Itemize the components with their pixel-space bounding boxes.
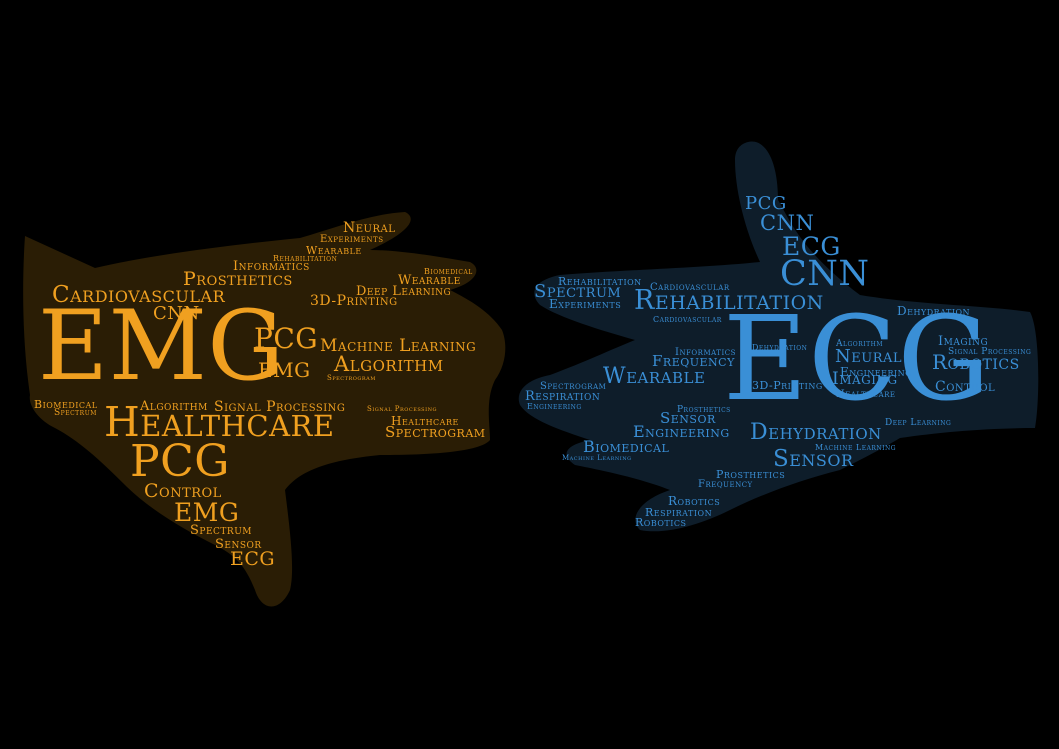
left-word-signal-processing: Signal Processing	[214, 399, 346, 415]
right-word-respiration-small: Respiration	[645, 506, 713, 519]
right-word-sensor-large: Sensor	[773, 446, 854, 472]
right-word-rehabilitation-small: Rehabilitation	[558, 275, 642, 288]
right-word-imaging-small: Imaging	[938, 334, 989, 349]
right-word-informatics: Informatics	[675, 347, 736, 358]
left-word-biomedical-left: Biomedical	[34, 398, 98, 411]
right-word-dehydration-tiny: Dehydration	[752, 343, 808, 352]
left-word-ecg: ECG	[230, 548, 276, 570]
right-word-cardiovascular: Cardiovascular	[650, 282, 730, 293]
left-word-spectrogram-small: Spectrogram	[327, 374, 376, 382]
right-word-neural: Neural	[835, 346, 903, 367]
left-word-cardiovascular: Cardiovascular	[52, 282, 226, 308]
left-word-prosthetics: Prosthetics	[183, 268, 293, 290]
left-word-emg-mid: EMG	[174, 498, 240, 527]
right-word-signal-processing: Signal Processing	[948, 347, 1032, 357]
right-word-cardiovascular-small: Cardiovascular	[653, 315, 722, 324]
right-word-cnn-small: CNN	[760, 211, 815, 235]
left-word-deep-learning: Deep Learning	[356, 284, 452, 299]
left-word-3d-printing: 3D-Printing	[310, 293, 398, 309]
left-word-control: Control	[144, 480, 222, 502]
right-word-control: Control	[935, 379, 996, 395]
right-word-frequency-large: Frequency	[652, 352, 735, 370]
left-hand-silhouette	[23, 212, 506, 607]
right-word-prosthetics-small: Prosthetics	[677, 405, 731, 415]
left-word-machine-learning: Machine Learning	[320, 336, 477, 356]
right-word-spectrogram: Spectrogram	[540, 381, 607, 392]
right-word-engineering-mid: Engineering	[840, 365, 913, 379]
left-word-signal-processing-small: Signal Processing	[367, 405, 437, 413]
left-word-spectrogram: Spectrogram	[385, 423, 486, 441]
right-word-ecg-small: ECG	[782, 232, 841, 261]
right-word-dehydration-large: Dehydration	[750, 420, 882, 445]
left-word-biomedical-right: Biomedical	[424, 267, 473, 276]
left-word-pcg-small: PCG	[254, 322, 319, 355]
right-word-deep-learning: Deep Learning	[885, 418, 952, 428]
right-word-robotics-small: Robotics	[635, 516, 687, 529]
left-word-wearable-small: Wearable	[306, 244, 362, 257]
left-word-spectrum: Spectrum	[190, 523, 252, 538]
right-word-rehabilitation: Rehabilitation	[634, 285, 824, 316]
left-word-pcg-large: PCG	[130, 436, 230, 487]
right-word-cnn-large: CNN	[780, 254, 870, 294]
left-word-emg-main: EMG	[38, 290, 285, 402]
right-word-robotics-mid: Robotics	[668, 494, 721, 508]
right-word-robotics: Robotics	[932, 350, 1020, 374]
right-word-3d-printing: 3D-Printing	[752, 379, 823, 392]
right-word-prosthetics: Prosthetics	[716, 468, 786, 481]
right-word-wearable: Wearable	[603, 364, 706, 389]
right-word-dehydration-small: Dehydration	[897, 304, 971, 318]
right-word-algorithm: Algorithm	[836, 339, 883, 349]
right-word-ecg-main: ECG	[723, 292, 991, 427]
right-word-healthcare: Healthcare	[836, 389, 896, 400]
right-word-sensor-small: Sensor	[660, 409, 716, 427]
left-word-informatics: Informatics	[233, 259, 310, 274]
left-word-experiments: Experiments	[320, 234, 384, 245]
left-word-algorithm-small: Algorithm	[140, 399, 208, 414]
right-word-spectrum: Spectrum	[534, 281, 622, 302]
right-word-imaging-large: Imaging	[832, 369, 898, 389]
right-word-respiration-large: Respiration	[525, 389, 601, 404]
right-word-experiments: Experiments	[549, 297, 622, 311]
right-word-engineering-large: Engineering	[633, 422, 730, 441]
left-word-cnn: CNN	[153, 303, 200, 324]
right-word-frequency-small: Frequency	[698, 479, 753, 490]
left-word-sensor: Sensor	[215, 537, 262, 552]
right-word-engineering-small: Engineering	[527, 402, 582, 411]
right-word-biomedical: Biomedical	[583, 437, 670, 456]
right-word-machine-learning-left: Machine Learning	[562, 454, 632, 462]
left-word-wearable: Wearable	[398, 273, 461, 288]
left-word-spectrum-left: Spectrum	[54, 408, 97, 418]
right-word-machine-learning-right: Machine Learning	[815, 443, 897, 452]
left-word-algorithm: Algorithm	[334, 352, 444, 376]
left-word-healthcare-small: Healthcare	[391, 414, 459, 428]
right-word-pcg: PCG	[745, 193, 787, 214]
left-word-healthcare: Healthcare	[104, 398, 335, 446]
right-hand-silhouette	[518, 141, 1039, 532]
left-word-neural: Neural	[343, 220, 396, 236]
left-word-rehabilitation: Rehabilitation	[273, 254, 338, 263]
left-word-emg-small: EMG	[258, 358, 311, 382]
